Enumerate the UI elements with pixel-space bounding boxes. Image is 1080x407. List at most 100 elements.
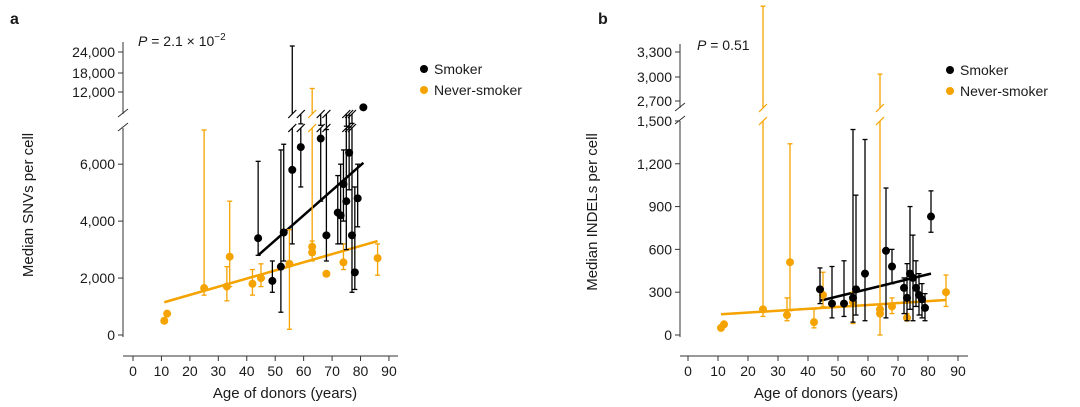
x-tick-label-b: 10 [710, 363, 726, 379]
data-point-smoker-b [882, 246, 890, 255]
data-point-smoker-a [347, 231, 356, 240]
data-point-smoker-b [816, 285, 824, 294]
y-tick-label-a: 12,000 [72, 84, 115, 100]
panel-label-b: b [598, 11, 608, 28]
y-axis-break-mark-b [674, 115, 686, 125]
p-value-text-b: = 0.51 [706, 37, 749, 53]
data-point-never_smoker-a [160, 316, 169, 325]
p-value-annotation-a: P = 2.1 × 10−2 [138, 32, 226, 49]
y-tick-label-a: 18,000 [72, 65, 115, 81]
data-point-smoker-b [927, 212, 935, 221]
axes-a: 0 2,000 4,000 6,000 12,000 18,000 24,000 0 10 20 3… [72, 42, 398, 379]
legend-a: Smoker Never-smoker [420, 61, 522, 98]
legend-marker-never-smoker-a [420, 86, 428, 94]
data-point-smoker-b [909, 273, 917, 282]
legend-marker-smoker-b [946, 66, 954, 74]
y-axis-label-a: Median SNVs per cell [20, 133, 37, 277]
error-bar-break-smoker-a [347, 109, 357, 119]
data-point-never_smoker-a [339, 258, 348, 267]
error-bar-break-smoker-a [341, 109, 351, 119]
y-tick-label-b: 900 [649, 199, 673, 215]
error-bar-break-smoker-a [296, 123, 306, 133]
y-tick-label-a: 0 [107, 327, 115, 343]
y-axis-break-mark-b [674, 102, 686, 112]
x-tick-label-a: 30 [211, 363, 227, 379]
data-point-never_smoker-b [786, 258, 794, 267]
data-point-never_smoker-a [248, 279, 257, 288]
p-value-prefix-a: P [138, 33, 148, 49]
p-value-text-a: = 2.1 × 10 [147, 33, 214, 49]
x-tick-label-b: 0 [684, 363, 692, 379]
data-point-smoker-a [288, 165, 297, 174]
y-tick-label-b: 2,700 [637, 93, 672, 109]
x-tick-label-b: 40 [800, 363, 816, 379]
error-bar-break-never_smoker-b [875, 116, 885, 126]
error-bar-break-smoker-a [296, 109, 306, 119]
data-point-smoker-a [316, 134, 325, 143]
legend-label-smoker-b: Smoker [960, 62, 1009, 78]
x-tick-label-b: 70 [890, 363, 906, 379]
x-tick-label-a: 0 [129, 363, 137, 379]
data-point-smoker-a [276, 262, 285, 271]
data-point-smoker-a [345, 148, 354, 157]
x-tick-label-a: 90 [381, 363, 397, 379]
data-point-never_smoker-b [759, 305, 767, 314]
data-point-never_smoker-a [373, 254, 382, 263]
error-bar-break-never_smoker-b [758, 116, 768, 126]
error-bar-break-smoker-a [316, 123, 326, 133]
x-tick-label-b: 90 [950, 363, 966, 379]
x-tick-label-a: 40 [239, 363, 255, 379]
y-tick-label-a: 24,000 [72, 44, 115, 60]
x-axis-label-b: Age of donors (years) [754, 385, 898, 402]
legend-label-never-smoker-b: Never-smoker [960, 83, 1048, 99]
x-tick-label-b: 60 [860, 363, 876, 379]
data-point-smoker-a [322, 231, 331, 240]
data-point-smoker-a [254, 234, 263, 243]
x-tick-label-a: 20 [182, 363, 198, 379]
data-points-a [160, 45, 382, 330]
error-bar-break-never_smoker-a [307, 123, 317, 133]
y-tick-label-b: 3,000 [637, 69, 672, 85]
error-bar-break-smoker-a [321, 109, 331, 119]
error-bar-break-smoker-a [347, 123, 357, 133]
data-point-never_smoker-b [810, 318, 818, 327]
legend-marker-never-smoker-b [946, 87, 954, 95]
x-tick-label-b: 20 [740, 363, 756, 379]
data-point-smoker-b [900, 283, 908, 292]
x-tick-label-b: 50 [830, 363, 846, 379]
data-point-smoker-b [888, 262, 896, 271]
data-point-never_smoker-b [888, 302, 896, 311]
y-axis-break-mark-a [117, 122, 129, 132]
data-point-smoker-b [861, 269, 869, 278]
fit-line-never_smoker-a [163, 239, 378, 304]
x-tick-label-a: 50 [267, 363, 283, 379]
data-point-never_smoker-a [222, 282, 231, 291]
data-point-smoker-a [339, 180, 348, 189]
p-value-annotation-b: P = 0.51 [697, 37, 750, 53]
data-point-never_smoker-a [200, 284, 209, 293]
y-tick-label-a: 2,000 [80, 270, 115, 286]
data-point-never_smoker-a [256, 274, 265, 283]
data-point-smoker-a [353, 194, 362, 203]
x-axis-label-a: Age of donors (years) [213, 385, 357, 402]
data-point-smoker-b [852, 285, 860, 294]
x-tick-label-a: 10 [154, 363, 170, 379]
error-bar-break-smoker-a [287, 123, 297, 133]
error-bar-break-smoker-a [316, 109, 326, 119]
x-tick-label-a: 60 [296, 363, 312, 379]
data-point-smoker-a [279, 228, 288, 237]
panel-label-a: a [10, 11, 19, 28]
error-bar-break-smoker-a [321, 123, 331, 133]
x-tick-label-b: 80 [920, 363, 936, 379]
data-points-b [717, 5, 950, 336]
data-point-smoker-b [828, 299, 836, 308]
error-bar-break-smoker-a [344, 123, 354, 133]
legend-label-smoker-a: Smoker [434, 61, 483, 77]
x-tick-label-b: 30 [770, 363, 786, 379]
axes-b: 0 300 600 900 1,200 1,500 2,700 3,000 3,300 0 10 20… [637, 44, 968, 379]
error-bar-break-never_smoker-a [307, 109, 317, 119]
p-value-prefix-b: P [697, 37, 707, 53]
data-point-smoker-b [840, 299, 848, 308]
y-tick-label-b: 600 [649, 241, 673, 257]
